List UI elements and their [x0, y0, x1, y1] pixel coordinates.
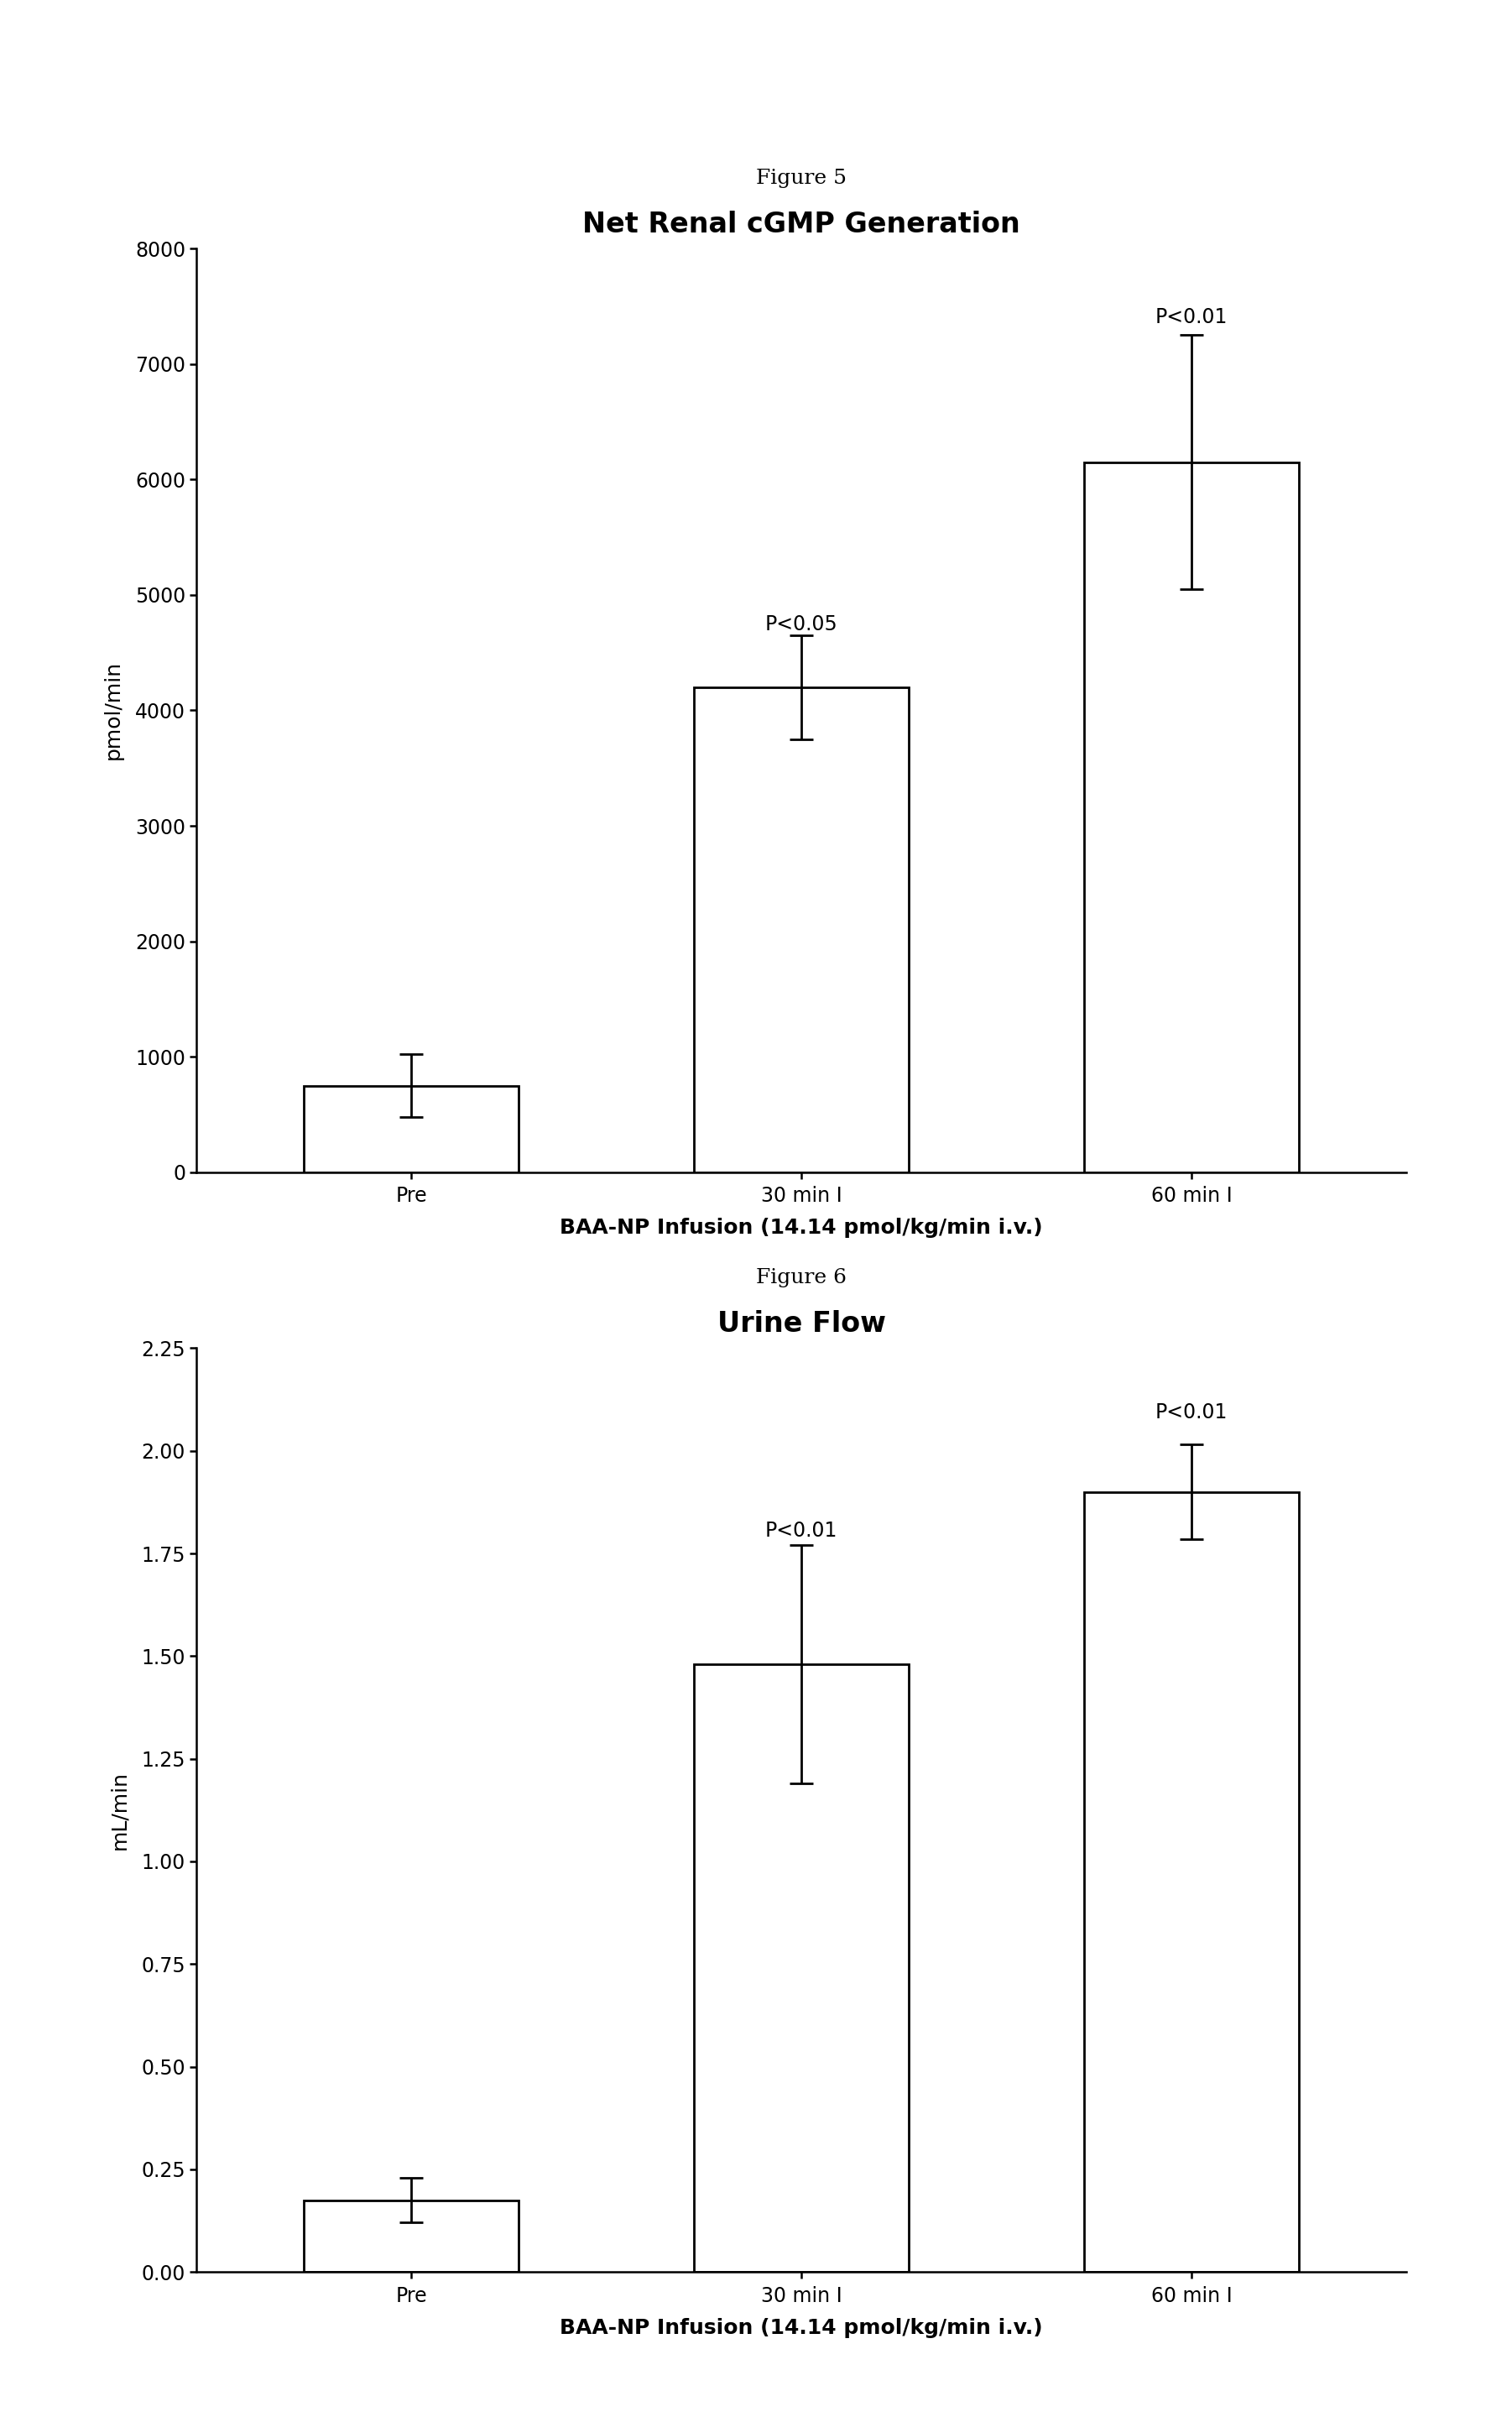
Text: P<0.01: P<0.01 — [1155, 1402, 1228, 1421]
Bar — [304, 2199, 519, 2272]
X-axis label: BAA-NP Infusion (14.14 pmol/kg/min i.v.): BAA-NP Infusion (14.14 pmol/kg/min i.v.) — [559, 2318, 1043, 2337]
Bar — [694, 686, 909, 1172]
Bar — [694, 1665, 909, 2272]
Bar — [304, 1085, 519, 1172]
Text: P<0.01: P<0.01 — [765, 1520, 838, 1542]
Bar — [1084, 1491, 1299, 2272]
Title: Urine Flow: Urine Flow — [717, 1310, 886, 1337]
Y-axis label: mL/min: mL/min — [109, 1772, 130, 1849]
Bar — [1084, 462, 1299, 1172]
Text: Figure 6: Figure 6 — [756, 1269, 847, 1288]
Text: Figure 5: Figure 5 — [756, 169, 847, 189]
Y-axis label: pmol/min: pmol/min — [103, 660, 124, 759]
Title: Net Renal cGMP Generation: Net Renal cGMP Generation — [582, 210, 1021, 237]
Text: P<0.05: P<0.05 — [765, 614, 838, 633]
X-axis label: BAA-NP Infusion (14.14 pmol/kg/min i.v.): BAA-NP Infusion (14.14 pmol/kg/min i.v.) — [559, 1218, 1043, 1238]
Text: P<0.01: P<0.01 — [1155, 307, 1228, 326]
